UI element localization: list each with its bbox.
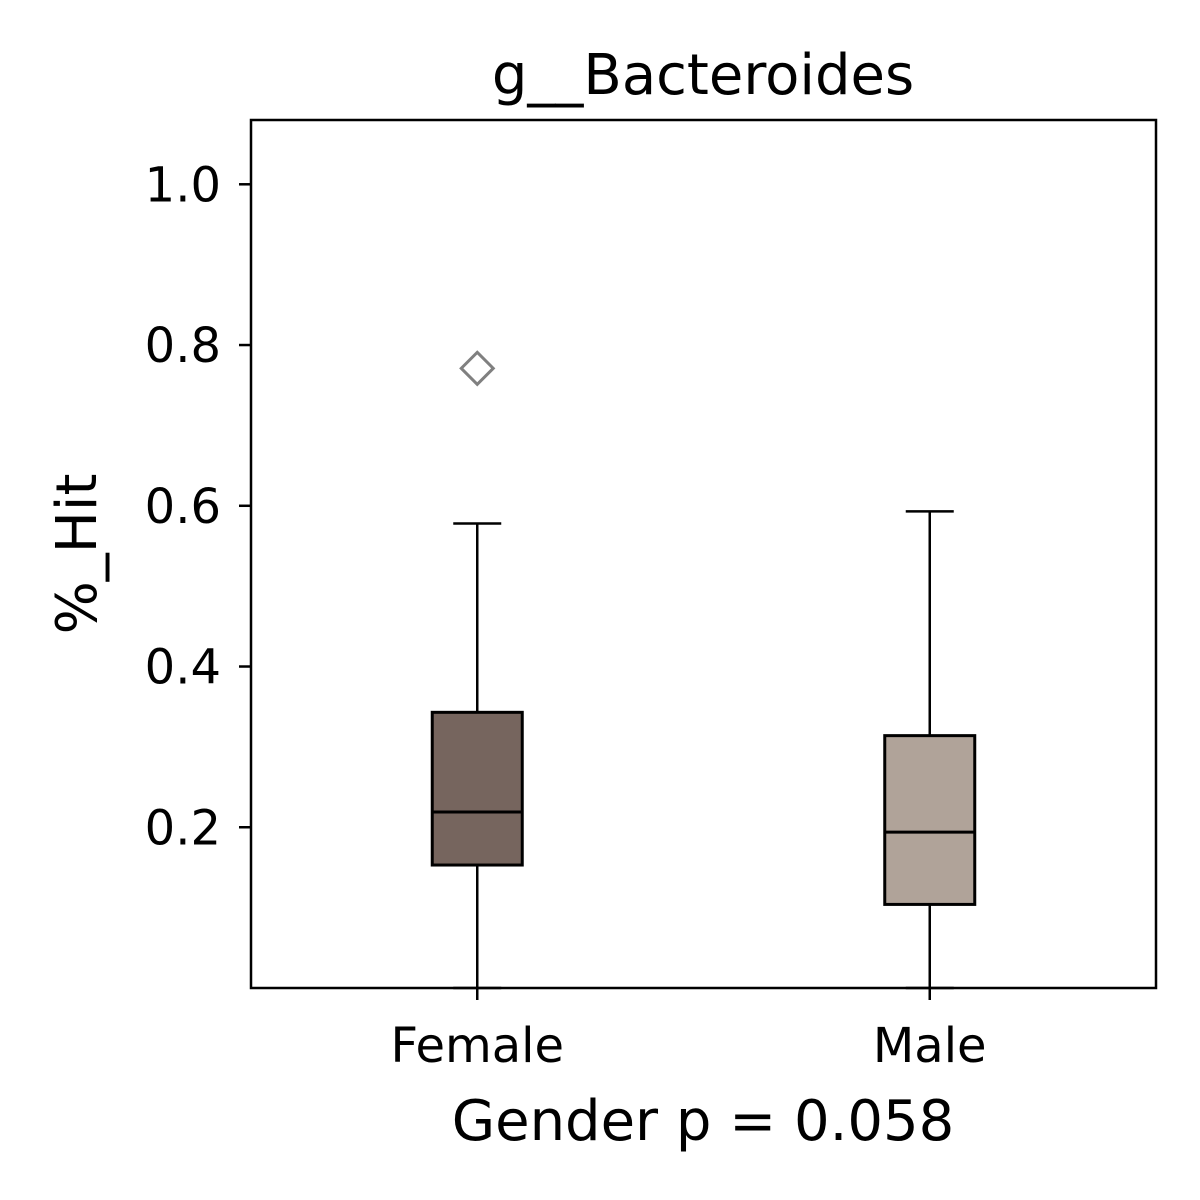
- plot-area: [430, 350, 977, 990]
- y-tick-label: 0.2: [145, 800, 221, 856]
- y-tick-label: 0.6: [145, 479, 221, 535]
- x-tick-label: Male: [873, 1018, 987, 1074]
- box-female: [430, 710, 524, 867]
- axes-frame: [249, 118, 1158, 990]
- outlier-point-female-0: [459, 350, 496, 387]
- y-axis-label: %_Hit: [45, 474, 110, 635]
- x-axis-label: Gender p = 0.058: [452, 1089, 955, 1154]
- y-tick-label: 1.0: [145, 157, 221, 213]
- y-axis: 0.2 0.4 0.6 0.8 1.0: [145, 157, 251, 856]
- y-tick-label: 0.4: [145, 640, 221, 696]
- chart-title: g__Bacteroides: [492, 43, 914, 108]
- x-axis: Female Male: [390, 988, 987, 1074]
- box-group-male: [883, 510, 977, 990]
- box-male: [883, 734, 977, 906]
- x-tick-label: Female: [390, 1018, 564, 1074]
- y-tick-label: 0.8: [145, 318, 221, 374]
